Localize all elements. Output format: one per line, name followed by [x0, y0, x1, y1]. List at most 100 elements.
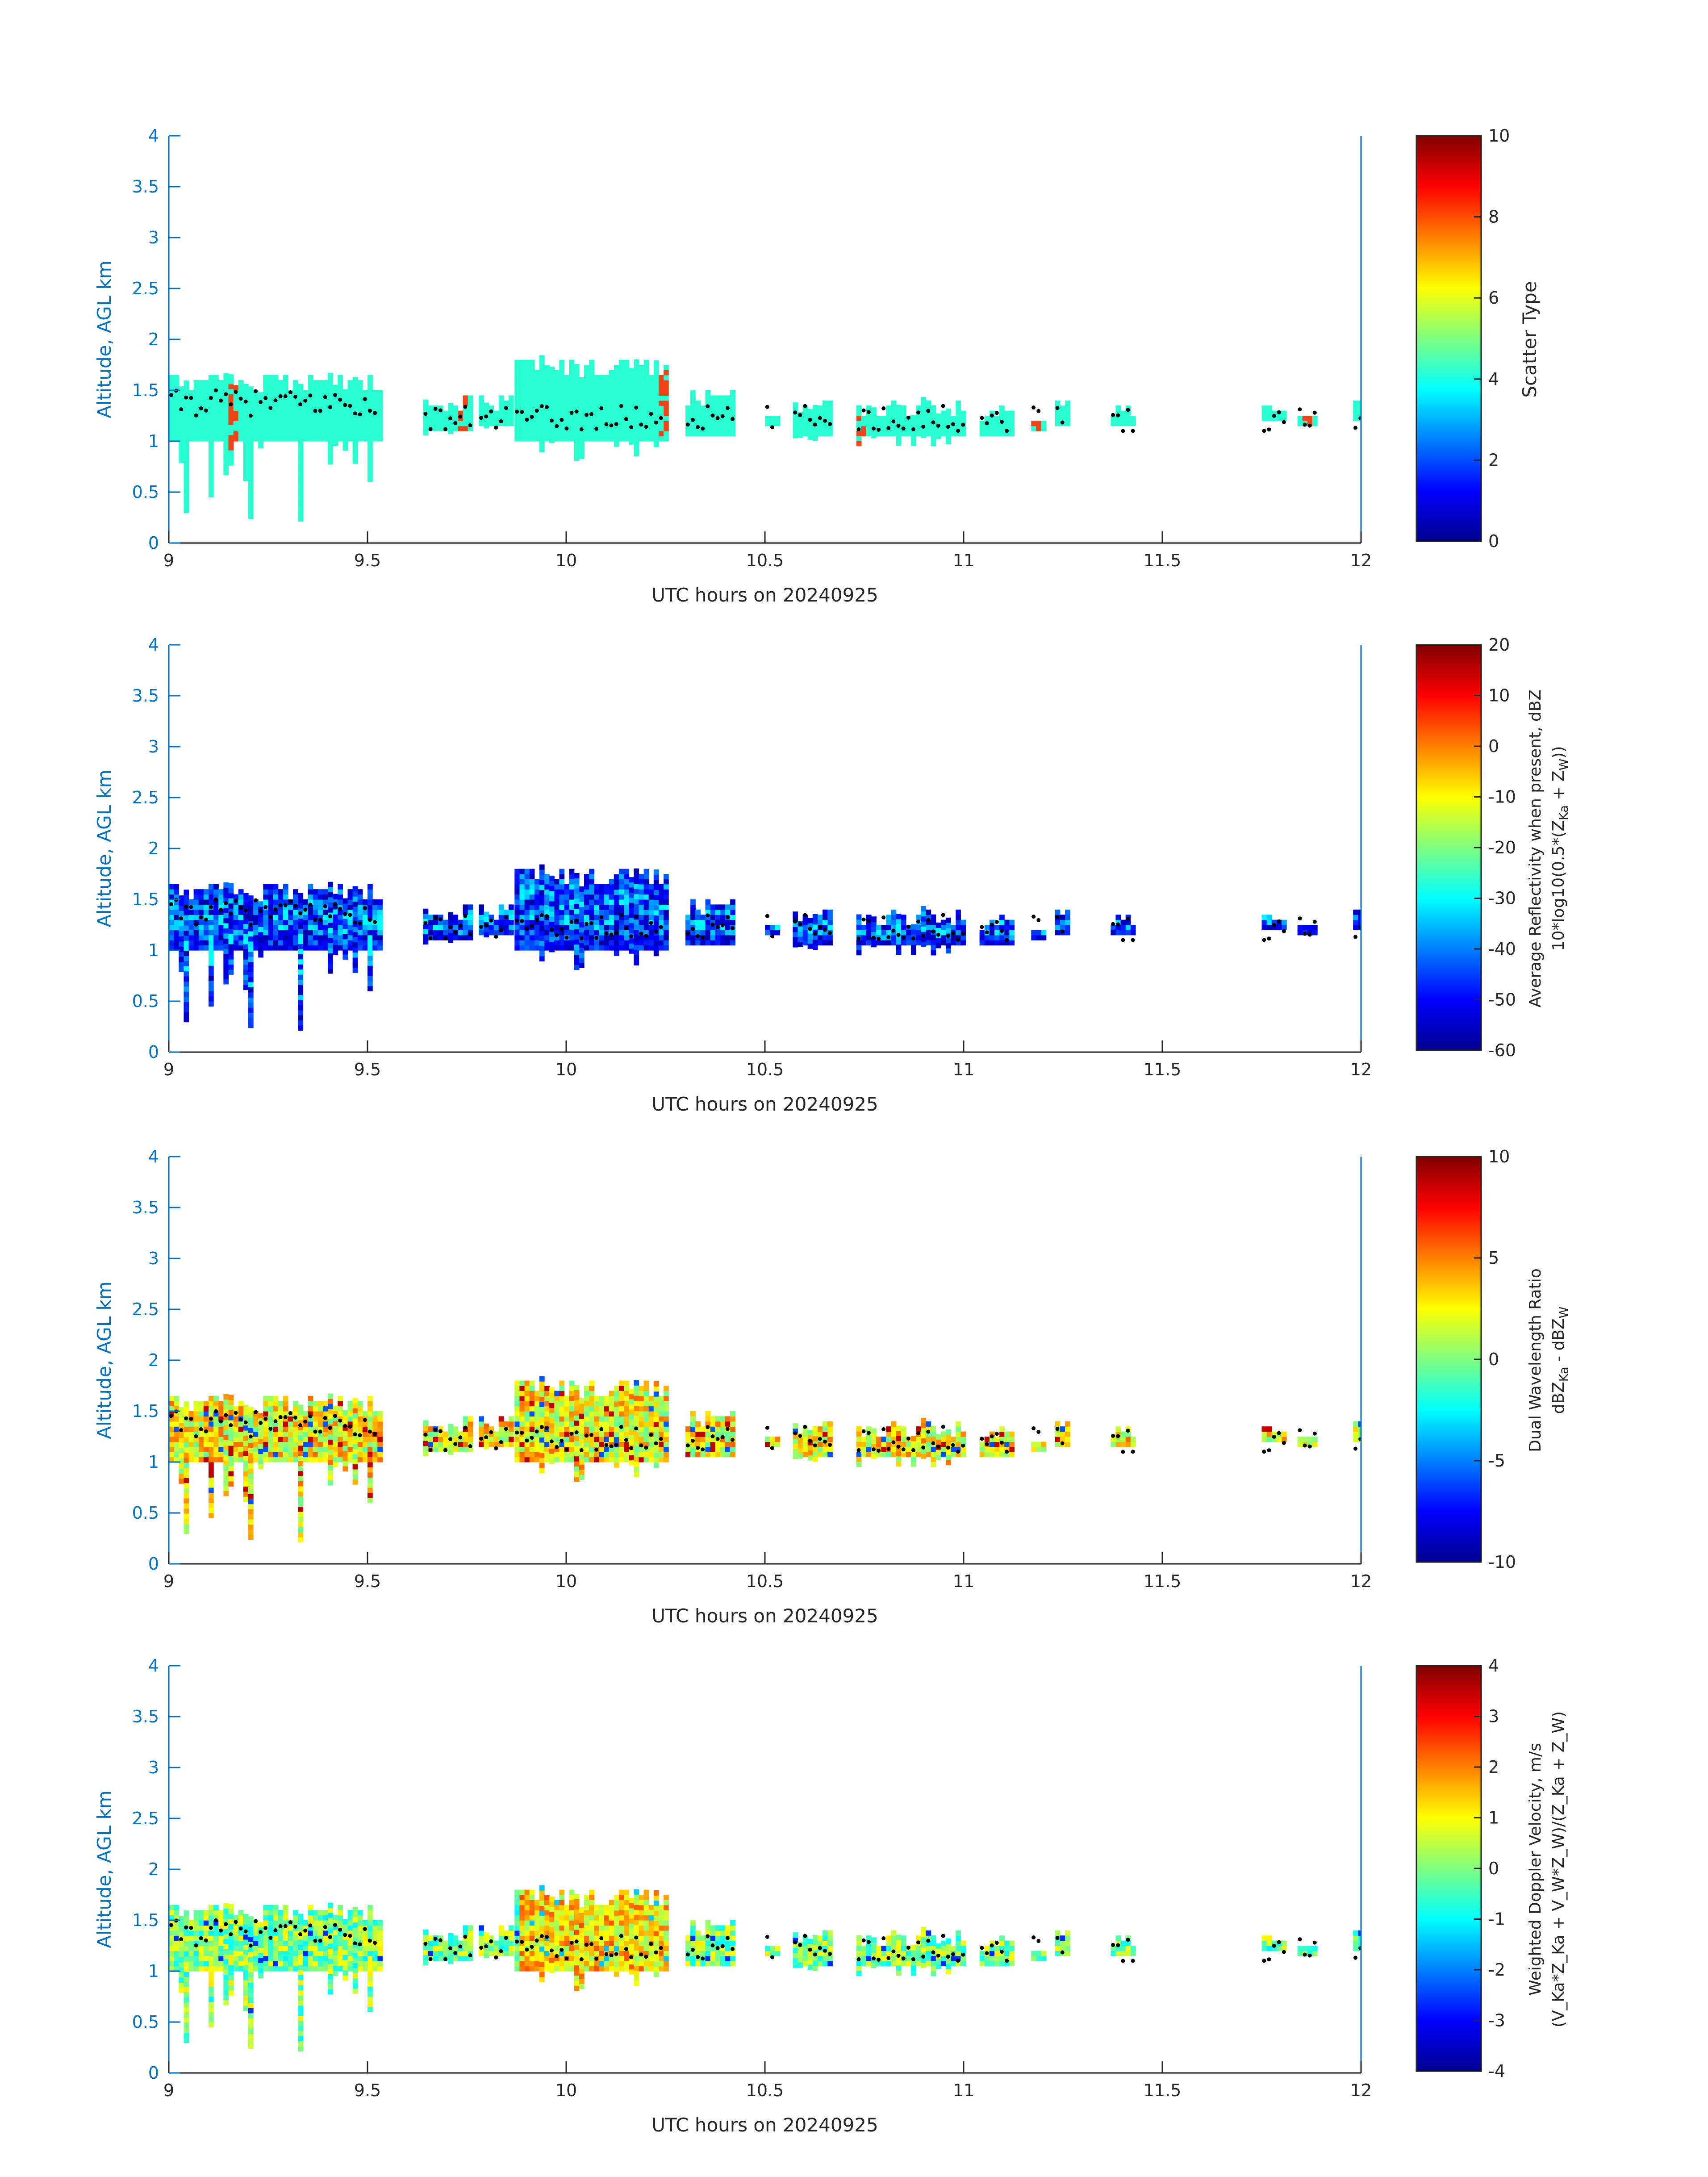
data-cell [802, 1446, 808, 1452]
data-cell [896, 430, 902, 436]
data-cell [263, 1406, 269, 1412]
data-cell [634, 1431, 639, 1437]
data-cell [228, 379, 234, 384]
data-cell [218, 919, 224, 925]
data-cell [243, 918, 249, 924]
data-cell [664, 365, 669, 370]
data-cell [956, 426, 961, 431]
data-cell [921, 1433, 927, 1439]
data-cell [352, 382, 358, 388]
cloud-base-dot [569, 410, 574, 415]
data-cell [817, 1442, 823, 1447]
data-cell [574, 959, 580, 965]
data-cell [519, 1391, 525, 1396]
cloud-base-dot [961, 932, 965, 936]
data-cell [604, 405, 610, 411]
cloud-base-dot [770, 934, 774, 939]
data-cell [940, 940, 946, 946]
cloud-base-dot [901, 936, 906, 940]
data-cell [263, 1421, 269, 1427]
data-cell [293, 899, 298, 905]
data-cell [377, 1411, 383, 1417]
data-cell [213, 1396, 219, 1401]
data-cell [896, 420, 902, 426]
data-cell [188, 1431, 194, 1437]
data-cell [514, 426, 520, 431]
data-cell [664, 400, 669, 406]
data-cell [730, 1421, 735, 1427]
data-cell [248, 987, 254, 993]
data-cell [317, 894, 323, 900]
data-cell [1009, 421, 1015, 426]
data-cell [303, 904, 309, 910]
data-cell [871, 1433, 877, 1439]
data-cell [328, 434, 333, 439]
data-cell [926, 909, 931, 915]
data-cell [443, 925, 448, 930]
data-cell [333, 420, 338, 426]
data-cell [984, 431, 990, 437]
data-cell [377, 1442, 383, 1447]
data-cell [609, 380, 614, 386]
data-cell [589, 370, 594, 376]
data-cell [313, 400, 318, 406]
data-cell [554, 889, 560, 895]
data-cell [372, 945, 378, 951]
data-cell [690, 405, 696, 411]
data-cell [1307, 416, 1313, 421]
data-cell [347, 894, 353, 900]
data-cell [493, 416, 499, 421]
data-cell [1302, 416, 1308, 421]
data-cell [569, 385, 575, 391]
data-cell [579, 1469, 585, 1475]
data-cell [352, 937, 358, 943]
data-cell [823, 935, 828, 940]
cloud-base-dot [589, 921, 594, 925]
data-cell [188, 426, 194, 431]
data-cell [479, 1431, 484, 1437]
data-cell [352, 1438, 358, 1444]
data-cell [1055, 1431, 1061, 1437]
cloud-base-dot [916, 919, 921, 924]
data-cell [534, 909, 540, 915]
data-cell [338, 935, 343, 940]
data-cell [876, 925, 881, 930]
data-cell [328, 1399, 333, 1404]
data-cell [519, 405, 525, 411]
data-cell [352, 422, 358, 428]
data-cell [1266, 919, 1272, 925]
data-cell [328, 963, 333, 969]
data-cell [179, 1412, 184, 1418]
data-cell [298, 949, 303, 954]
data-cell [634, 873, 639, 879]
data-cell [1261, 925, 1267, 930]
data-cell [802, 1431, 808, 1437]
data-cell [322, 1411, 328, 1417]
data-cell [604, 925, 610, 930]
data-cell [614, 1417, 619, 1422]
data-cell [209, 436, 214, 442]
data-cell [979, 1452, 985, 1458]
data-cell [807, 429, 813, 435]
data-cell [664, 904, 669, 910]
data-cell [807, 938, 813, 944]
data-cell [891, 1421, 897, 1427]
data-cell [338, 1431, 343, 1437]
data-cell [559, 400, 565, 406]
data-cell [184, 421, 189, 427]
colorbar-tick-label: 0 [1488, 736, 1499, 756]
data-cell [328, 922, 333, 928]
cloud-base-dot [293, 903, 297, 908]
data-cell [624, 370, 629, 376]
data-cell [333, 934, 338, 940]
data-cell [1266, 416, 1272, 421]
data-cell [273, 909, 279, 915]
data-cell [328, 907, 333, 913]
data-cell [514, 915, 520, 920]
data-cell [367, 919, 373, 925]
data-cell [283, 1457, 288, 1462]
data-cell [881, 1437, 887, 1442]
data-cell [891, 1446, 897, 1452]
data-cell [594, 1421, 600, 1427]
data-cell [179, 401, 184, 407]
